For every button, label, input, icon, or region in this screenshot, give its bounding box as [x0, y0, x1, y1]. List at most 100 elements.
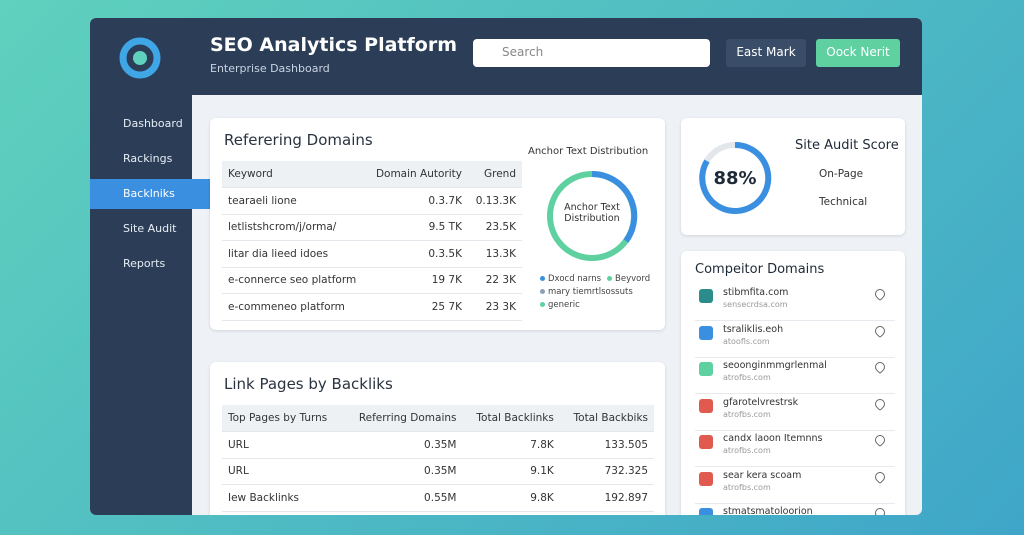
competitor-sub: atrofbs.com — [723, 482, 771, 492]
competitor-name: seoonginmmgrlenmal — [723, 360, 827, 371]
cell: 0.13.3K — [467, 187, 522, 215]
competitor-name: stibmfita.com — [723, 287, 789, 298]
row: URL 0.35M 7.8K 133.505 — [222, 431, 654, 459]
cell: 25 7K — [366, 293, 468, 321]
audit-item: Technical — [819, 196, 868, 208]
competitor-row[interactable]: candx laoon Itemnns atrofbs.com — [695, 431, 895, 467]
legend-item: mary tiemrtlsossuts — [540, 287, 633, 297]
header: SEO Analytics Platform Enterprise Dashbo… — [90, 18, 922, 95]
app-subtitle: Enterprise Dashboard — [210, 62, 330, 75]
heart-icon[interactable] — [872, 286, 888, 302]
legend-dot — [540, 289, 545, 294]
competitor-icon — [699, 362, 713, 376]
column-header: Referring Domains — [343, 405, 463, 432]
nav-item[interactable]: Reports — [123, 257, 166, 270]
logo — [119, 37, 161, 79]
column-header: Grend — [467, 161, 522, 188]
row: e-commeneo platform 25 7K 23 3K — [222, 293, 522, 321]
nav-item[interactable]: Backlniks — [90, 179, 210, 209]
window: SEO Analytics Platform Enterprise Dashbo… — [90, 18, 922, 515]
search-placeholder: Search — [502, 45, 544, 59]
competitor-row[interactable]: stibmfita.com sensecrdsa.com — [695, 285, 895, 321]
linkpages-table: Top Pages by Turns Referring Domains Total… — [222, 405, 654, 512]
header-row: Top Pages by Turns Referring Domains Total… — [222, 405, 654, 432]
score-ring — [699, 141, 772, 214]
cell: URL — [222, 458, 344, 485]
competitor-sub: atrofbs.com — [723, 446, 771, 455]
search-box[interactable]: Search — [473, 39, 710, 67]
cell: tearaeli lione — [222, 187, 367, 215]
competitor-icon — [699, 471, 713, 486]
app-title: SEO Analytics Platform — [210, 34, 457, 56]
button[interactable]: East Mark — [726, 39, 806, 67]
heart-icon[interactable] — [872, 359, 888, 375]
column-header: Top Pages by Turns — [222, 405, 344, 432]
competitor-row[interactable]: seoonginmmgrlenmal atrofbs.com — [695, 358, 895, 394]
cell: 0.35M — [343, 431, 463, 459]
cell: URL — [222, 431, 344, 459]
column-header: Domain Autority — [366, 161, 468, 188]
competitor-sub: sensecrdsa.com — [723, 300, 788, 309]
legend-label: mary tiemrtlsossuts — [548, 287, 633, 297]
audit-card: 88% Site Audit Score On-Page Technical — [681, 118, 905, 235]
nav-item[interactable]: Rackings — [123, 152, 173, 165]
competitor-sub: atrofbs.com — [723, 373, 771, 382]
cell: 23.5K — [467, 214, 522, 241]
cell: e-commeneo platform — [222, 293, 367, 321]
sidebar: Dashboard Rackings Backlniks Site Audit Repo… — [90, 95, 210, 515]
cell: 22 3K — [467, 267, 522, 294]
cell: litar dia lieed idoes — [222, 240, 367, 268]
anchor-title: Anchor Text Distribution — [528, 146, 649, 157]
competitor-icon — [699, 435, 713, 449]
legend-item: generic — [540, 300, 580, 310]
cell: Iew Backlinks — [222, 484, 344, 512]
competitor-icon — [699, 289, 713, 303]
linkpages-card: Link Pages by Backliks Top Pages by Turn… — [210, 362, 665, 515]
cell: 9.5 TK — [366, 214, 468, 241]
cell: 133.505 — [559, 431, 654, 459]
cell: 13.3K — [467, 240, 522, 268]
row: litar dia lieed idoes 0.3.5K 13.3K — [222, 240, 522, 268]
nav-item[interactable]: Dashboard — [123, 117, 183, 130]
competitor-sub: atoofls.com — [723, 336, 770, 346]
cell: 192.897 — [559, 484, 654, 512]
heart-icon[interactable] — [872, 432, 888, 448]
competitor-name: sear kera scoam — [723, 469, 802, 481]
cell: 9.8K — [462, 484, 560, 512]
referring-card: Referering Domains Keyword Domain Autorit… — [210, 118, 665, 330]
audit-title: Site Audit Score — [795, 138, 899, 153]
anchor-legend: Dxocd narns Beyvord mary tiemrtlsossuts gen… — [540, 273, 660, 312]
donut-center: Anchor Text Distribution — [564, 202, 620, 224]
cell: 732.325 — [559, 458, 654, 485]
legend-item: Dxocd narns — [540, 274, 601, 284]
heart-icon[interactable] — [872, 396, 888, 411]
legend-dot — [607, 276, 613, 281]
competitor-name: stmatsmatoloorion — [723, 506, 813, 515]
competitor-name: gfarotelvrestrsk — [723, 396, 799, 408]
cell: 0.35M — [343, 458, 463, 485]
card-title: Compeitor Domains — [695, 262, 825, 277]
competitor-row[interactable]: gfarotelvrestrsk atrofbs.com — [695, 395, 895, 431]
row: tearaeli lione 0.3.7K 0.13.3K — [222, 187, 522, 215]
cell: e-connerce seo platform — [222, 267, 367, 294]
heart-icon[interactable] — [872, 505, 888, 515]
score: 88% — [713, 168, 757, 189]
row: letlistshcrom/j/orma/9.5 TK 23.5K — [222, 214, 522, 241]
competitor-row[interactable]: stmatsmatoloorionatrofbs.com — [695, 504, 895, 515]
nav-item[interactable]: Site Audit — [123, 222, 177, 235]
button[interactable]: Oock Nerit — [816, 39, 900, 67]
column-header: Total Backlinks — [462, 405, 560, 432]
competitor-row[interactable]: sear kera scoam atrofbs.com — [695, 468, 895, 504]
cell: 7.8K — [462, 431, 560, 459]
legend-label: generic — [548, 300, 580, 310]
heart-icon[interactable] — [872, 323, 888, 338]
competitor-row[interactable]: tsraliklis.eoh atoofls.com — [695, 322, 895, 358]
competitor-card: Compeitor Domains stibmfita.com sensecrds… — [681, 251, 905, 515]
heart-icon[interactable] — [872, 469, 888, 484]
cell: 23 3K — [467, 293, 522, 321]
legend-item: Beyvord — [607, 274, 650, 284]
header-row: Keyword Domain Autority Grend — [222, 161, 522, 188]
cell: 0.55M — [343, 484, 463, 512]
row: e-connerce seo platform 19 7K 22 3K — [222, 267, 522, 294]
referring-table: Keyword Domain Autority Grend tearaeli lion… — [222, 161, 522, 321]
